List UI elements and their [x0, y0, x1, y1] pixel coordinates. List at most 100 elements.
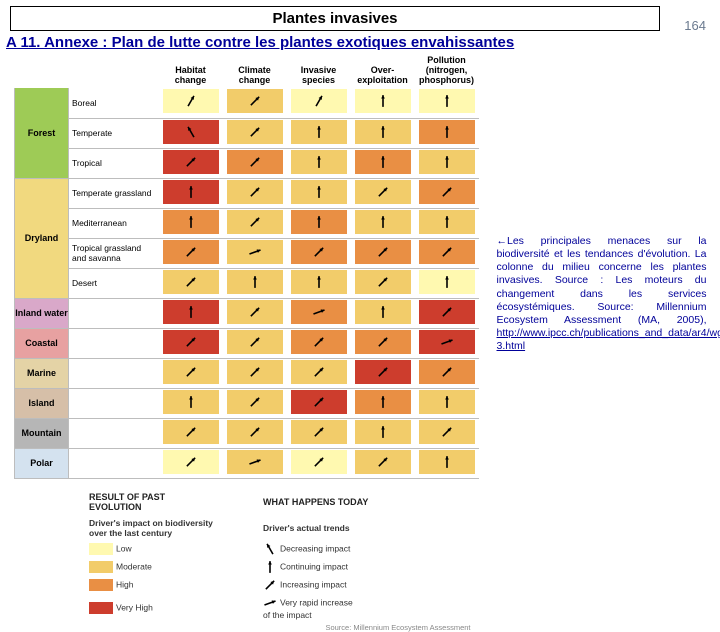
legend-arrow-icon [263, 542, 277, 556]
trend-arrow-icon [248, 185, 262, 199]
trend-arrow-icon [248, 275, 262, 289]
threat-matrix: HabitatchangeClimatechangeInvasivespecie… [14, 55, 479, 479]
matrix-cell [351, 448, 415, 478]
legend-col2-head: WHAT HAPPENS TODAY [258, 491, 373, 513]
biome-row-label: Temperate [69, 118, 159, 148]
matrix-cell [415, 268, 479, 298]
matrix-cell [415, 208, 479, 238]
biome-row-label: Temperate grassland [69, 178, 159, 208]
trend-arrow-icon [184, 455, 198, 469]
trend-arrow-icon [440, 215, 454, 229]
biome-row-label: Desert [69, 268, 159, 298]
biome-group: Polar [15, 448, 69, 478]
legend-level: High [84, 577, 224, 593]
biome-group: Mountain [15, 418, 69, 448]
caption-link[interactable]: http://www.ipcc.ch/publications_and_data… [497, 327, 720, 352]
trend-arrow-icon [376, 245, 390, 259]
trend-arrow-icon [376, 94, 390, 108]
matrix-container: HabitatchangeClimatechangeInvasivespecie… [14, 55, 479, 632]
trend-arrow-icon [440, 245, 454, 259]
trend-arrow-icon [184, 365, 198, 379]
matrix-cell [159, 418, 223, 448]
trend-arrow-icon [184, 425, 198, 439]
matrix-cell [351, 118, 415, 148]
matrix-cell [159, 148, 223, 178]
biome-group: Coastal [15, 328, 69, 358]
matrix-cell [415, 358, 479, 388]
trend-arrow-icon [376, 365, 390, 379]
trend-arrow-icon [184, 335, 198, 349]
matrix-cell [415, 238, 479, 268]
trend-arrow-icon [376, 125, 390, 139]
legend-swatch [89, 561, 113, 573]
legend-arrow-icon [263, 596, 277, 610]
matrix-cell [415, 148, 479, 178]
trend-arrow-icon [376, 425, 390, 439]
matrix-cell [223, 178, 287, 208]
trend-arrow-icon [248, 425, 262, 439]
matrix-cell [415, 298, 479, 328]
matrix-cell [351, 178, 415, 208]
trend-arrow-icon [248, 245, 262, 259]
matrix-cell [287, 148, 351, 178]
trend-arrow-icon [184, 395, 198, 409]
matrix-cell [351, 268, 415, 298]
chart-area: HabitatchangeClimatechangeInvasivespecie… [0, 55, 720, 632]
biome-row-label: Mediterranean [69, 208, 159, 238]
trend-arrow-icon [184, 94, 198, 108]
matrix-cell [415, 118, 479, 148]
trend-arrow-icon [312, 365, 326, 379]
legend-arrow-icon [263, 560, 277, 574]
matrix-cell [287, 268, 351, 298]
matrix-cell [223, 418, 287, 448]
biome-group: Island [15, 388, 69, 418]
matrix-cell [351, 148, 415, 178]
trend-arrow-icon [376, 395, 390, 409]
legend-arrow-icon [263, 578, 277, 592]
matrix-cell [159, 388, 223, 418]
trend-arrow-icon [440, 125, 454, 139]
legend-level: Moderate [84, 559, 224, 575]
biome-group: Forest [15, 88, 69, 178]
trend-arrow-icon [184, 275, 198, 289]
caption-block: ←Les principales menaces sur la biodiver… [497, 235, 707, 353]
matrix-cell [287, 178, 351, 208]
trend-arrow-icon [248, 305, 262, 319]
trend-arrow-icon [184, 185, 198, 199]
trend-arrow-icon [440, 305, 454, 319]
trend-arrow-icon [440, 395, 454, 409]
biome-group: Marine [15, 358, 69, 388]
legend: RESULT OF PAST EVOLUTION WHAT HAPPENS TOD… [82, 489, 479, 632]
trend-arrow-icon [376, 305, 390, 319]
page-title: Plantes invasives [272, 10, 397, 27]
trend-arrow-icon [312, 155, 326, 169]
trend-arrow-icon [312, 245, 326, 259]
legend-trend: Continuing impact [258, 559, 373, 575]
trend-arrow-icon [440, 335, 454, 349]
page-number: 164 [684, 18, 706, 33]
legend-level: Low [84, 541, 224, 557]
matrix-cell [159, 358, 223, 388]
trend-arrow-icon [312, 305, 326, 319]
trend-arrow-icon [312, 185, 326, 199]
matrix-cell [223, 88, 287, 118]
legend-swatch [89, 602, 113, 614]
biome-group: Inland water [15, 298, 69, 328]
matrix-cell [159, 328, 223, 358]
matrix-cell [287, 358, 351, 388]
trend-arrow-icon [248, 365, 262, 379]
trend-arrow-icon [312, 425, 326, 439]
matrix-cell [159, 298, 223, 328]
matrix-cell [351, 418, 415, 448]
legend-trend: Decreasing impact [258, 541, 373, 557]
trend-arrow-icon [248, 335, 262, 349]
column-header: Climatechange [223, 55, 287, 88]
matrix-cell [223, 358, 287, 388]
biome-row-label [69, 388, 159, 418]
trend-arrow-icon [376, 215, 390, 229]
trend-arrow-icon [248, 155, 262, 169]
matrix-cell [351, 358, 415, 388]
trend-arrow-icon [376, 455, 390, 469]
legend-col1-head: RESULT OF PAST EVOLUTION [84, 491, 224, 513]
matrix-cell [287, 298, 351, 328]
